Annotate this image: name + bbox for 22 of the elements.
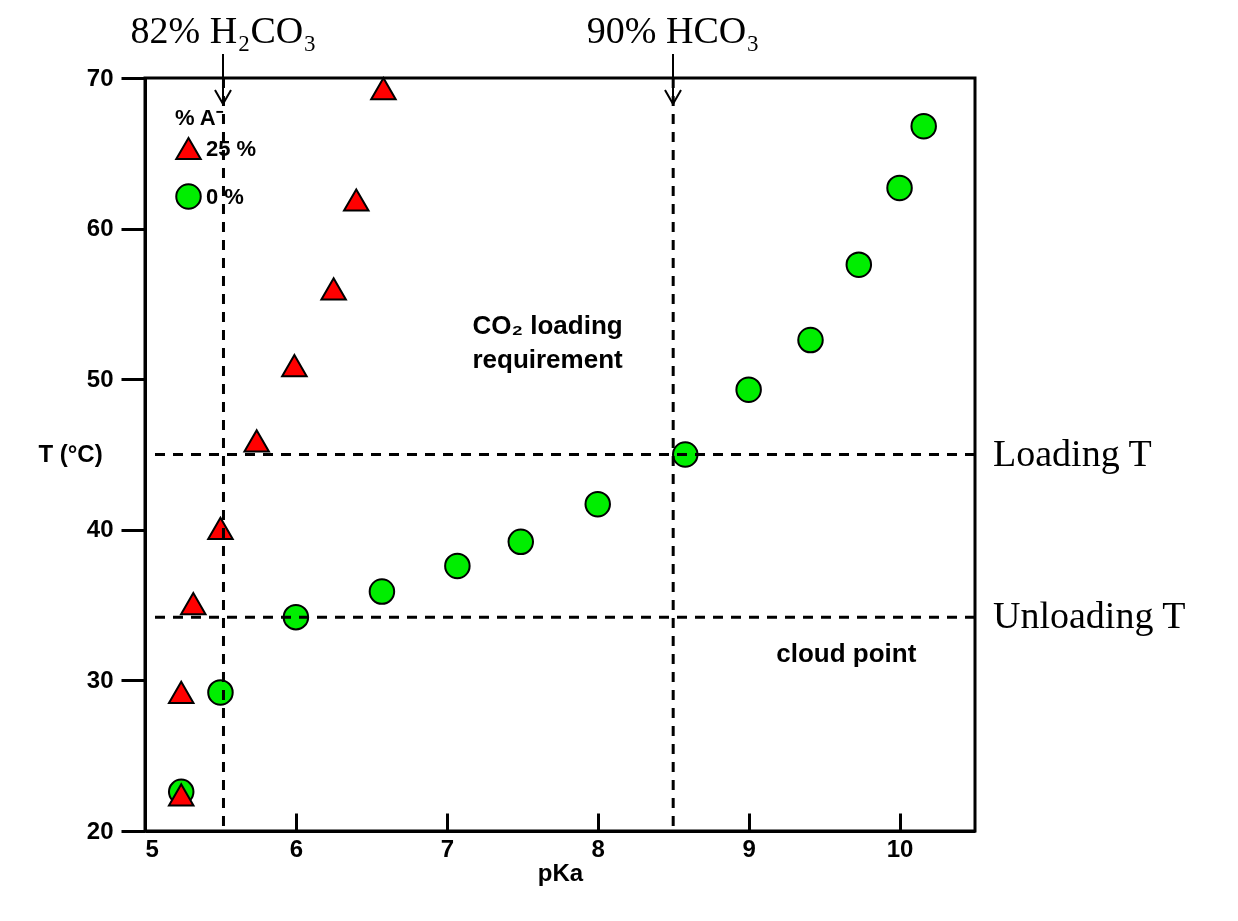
annotation: cloud point: [776, 638, 917, 669]
x-tick-label: 10: [886, 834, 914, 862]
y-tick-label: 30: [86, 665, 114, 693]
y-axis-title: T (°C): [38, 440, 103, 467]
ref-line-label: Loading T: [993, 431, 1152, 474]
annotation: CO₂ loading requirement: [472, 310, 624, 375]
ref-line-label: 82% H₂CO₃: [130, 9, 317, 51]
x-axis-title: pKa: [537, 858, 584, 886]
legend-label: 25 %: [206, 135, 257, 161]
x-tick-label: 5: [145, 834, 159, 862]
y-tick-label: 50: [86, 364, 114, 392]
legend-label: 0 %: [206, 183, 244, 209]
y-tick-label: 60: [86, 214, 114, 242]
y-tick-label: 40: [86, 515, 114, 543]
ref-line-label: 90% HCO₃: [586, 9, 760, 51]
x-tick-label: 6: [289, 834, 304, 862]
ref-line-label: Unloading T: [993, 594, 1186, 637]
x-tick-label: 8: [591, 834, 605, 862]
y-tick-label: 70: [86, 63, 114, 91]
x-tick-label: 7: [440, 834, 454, 862]
y-tick-label: 20: [86, 816, 114, 844]
x-tick-label: 9: [742, 834, 756, 862]
